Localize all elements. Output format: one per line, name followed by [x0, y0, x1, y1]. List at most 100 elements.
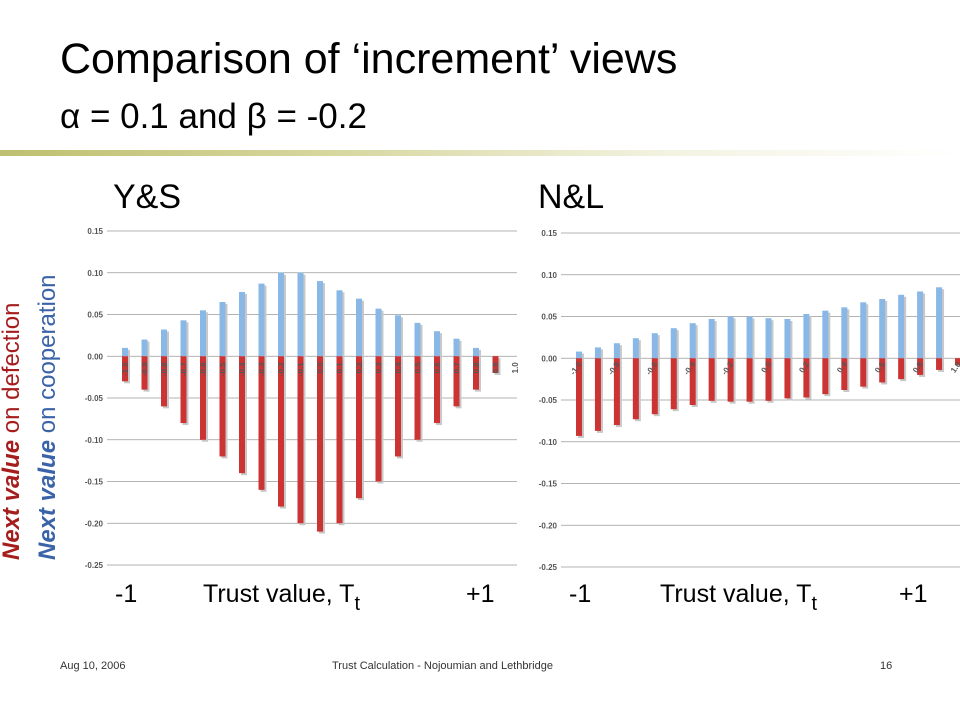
- bar-defection: [122, 356, 128, 382]
- bar-cooperation: [453, 338, 460, 357]
- side-label-defection-rest: on defection: [0, 302, 25, 440]
- x-tick-label: -0.2: [277, 362, 286, 376]
- x-tick-label: 0.9: [492, 362, 501, 374]
- y-tick-label: -0.15: [85, 478, 104, 487]
- bar-defection: [860, 358, 867, 387]
- bar-defection: [200, 356, 206, 440]
- beta-symbol: β: [246, 97, 267, 136]
- bar-cooperation: [689, 323, 696, 359]
- y-tick-label: -0.05: [539, 396, 558, 405]
- bar-defection: [898, 358, 905, 380]
- bar-cooperation: [613, 343, 620, 359]
- side-label-cooperation: Next value on cooperation: [34, 274, 62, 560]
- y-tick-label: -0.15: [539, 480, 558, 489]
- bar-defection: [395, 356, 401, 457]
- x-tick-label: 0.0: [316, 362, 325, 374]
- x-tick-label: 0.8: [472, 362, 481, 374]
- bar-defection: [784, 358, 791, 399]
- bar-defection: [727, 358, 734, 402]
- bar-defection: [414, 356, 421, 440]
- y-tick-label: 0.15: [87, 227, 103, 236]
- y-tick-label: 0.00: [541, 354, 557, 363]
- bar-cooperation: [784, 319, 791, 359]
- y-tick-label: 0.05: [87, 311, 103, 320]
- bar-cooperation: [219, 301, 226, 357]
- bar-cooperation: [180, 320, 187, 357]
- bar-defection: [708, 358, 715, 401]
- bar-cooperation: [473, 347, 479, 357]
- bar-defection: [239, 356, 245, 474]
- bar-defection: [258, 356, 265, 490]
- bar-cooperation: [576, 351, 582, 359]
- bar-defection: [317, 356, 323, 532]
- panel-title-ys: Y&S: [113, 178, 182, 216]
- x-tick-label: 0.6: [433, 362, 442, 374]
- bar-cooperation: [594, 347, 601, 359]
- bar-defection: [356, 356, 362, 499]
- bar-defection: [936, 358, 943, 370]
- bar-defection: [576, 358, 582, 436]
- footer-date: Aug 10, 2006: [60, 660, 126, 672]
- bar-defection: [879, 358, 886, 383]
- bar-cooperation: [141, 339, 148, 357]
- xaxis-max-ys: +1: [466, 580, 495, 608]
- bar-defection: [651, 358, 658, 415]
- bar-cooperation: [239, 291, 245, 357]
- bar-cooperation: [803, 313, 810, 359]
- bar-defection: [336, 356, 343, 524]
- x-tick-label: -1.0: [121, 362, 130, 376]
- bar-cooperation: [632, 338, 639, 359]
- bar-defection: [141, 356, 148, 390]
- xaxis-max-nl: +1: [899, 580, 928, 608]
- slide-title: Comparison of ‘increment’ views: [60, 35, 678, 83]
- side-label-defection: Next value on defection: [0, 303, 26, 561]
- x-tick-label: 0.4: [394, 362, 403, 374]
- bar-defection: [278, 356, 284, 507]
- x-tick-label: -0.5: [219, 362, 228, 376]
- y-tick-label: -0.10: [85, 436, 104, 445]
- y-tick-label: 0.10: [541, 271, 557, 280]
- footer-page-number: 16: [880, 660, 893, 672]
- xaxis-sub-ys: t: [354, 593, 361, 615]
- bar-defection: [161, 356, 167, 407]
- bar-cooperation: [122, 347, 128, 357]
- bar-cooperation: [879, 298, 886, 359]
- bar-cooperation: [670, 328, 677, 359]
- alpha-symbol: α: [60, 97, 81, 136]
- xaxis-sub-nl: t: [811, 593, 818, 615]
- bar-defection: [473, 356, 479, 390]
- bar-cooperation: [200, 310, 206, 357]
- y-tick-label: 0.15: [541, 229, 557, 238]
- x-tick-label: -0.1: [297, 362, 306, 376]
- bar-defection: [219, 356, 226, 457]
- bar-cooperation: [258, 283, 265, 357]
- y-tick-label: -0.05: [85, 394, 104, 403]
- bar-cooperation: [860, 302, 867, 359]
- bar-cooperation: [917, 291, 924, 359]
- y-tick-label: 0.00: [87, 352, 103, 361]
- bar-cooperation: [297, 272, 304, 357]
- x-tick-label: 0.5: [414, 362, 423, 374]
- bar-cooperation: [651, 333, 658, 359]
- x-tick-label: -0.6: [199, 362, 208, 376]
- bar-cooperation: [375, 308, 382, 357]
- bar-defection: [375, 356, 382, 482]
- bar-defection: [803, 358, 810, 398]
- bar-defection: [632, 358, 639, 420]
- bar-defection: [841, 358, 848, 390]
- bar-defection: [180, 356, 187, 424]
- bar-cooperation: [898, 294, 905, 359]
- x-tick-label: 1.0: [949, 360, 960, 375]
- bar-defection: [297, 356, 304, 524]
- bar-defection: [613, 358, 620, 426]
- bar-cooperation: [434, 331, 440, 357]
- x-tick-label: -0.7: [180, 362, 189, 376]
- x-tick-label: 0.3: [375, 362, 384, 374]
- bar-cooperation: [765, 318, 772, 359]
- x-tick-label: 0.2: [355, 362, 364, 374]
- y-tick-label: -0.25: [85, 561, 104, 570]
- xaxis-min-ys: -1: [115, 580, 138, 608]
- bar-defection: [492, 356, 499, 373]
- y-tick-label: 0.10: [87, 269, 103, 278]
- panel-title-nl: N&L: [538, 178, 605, 216]
